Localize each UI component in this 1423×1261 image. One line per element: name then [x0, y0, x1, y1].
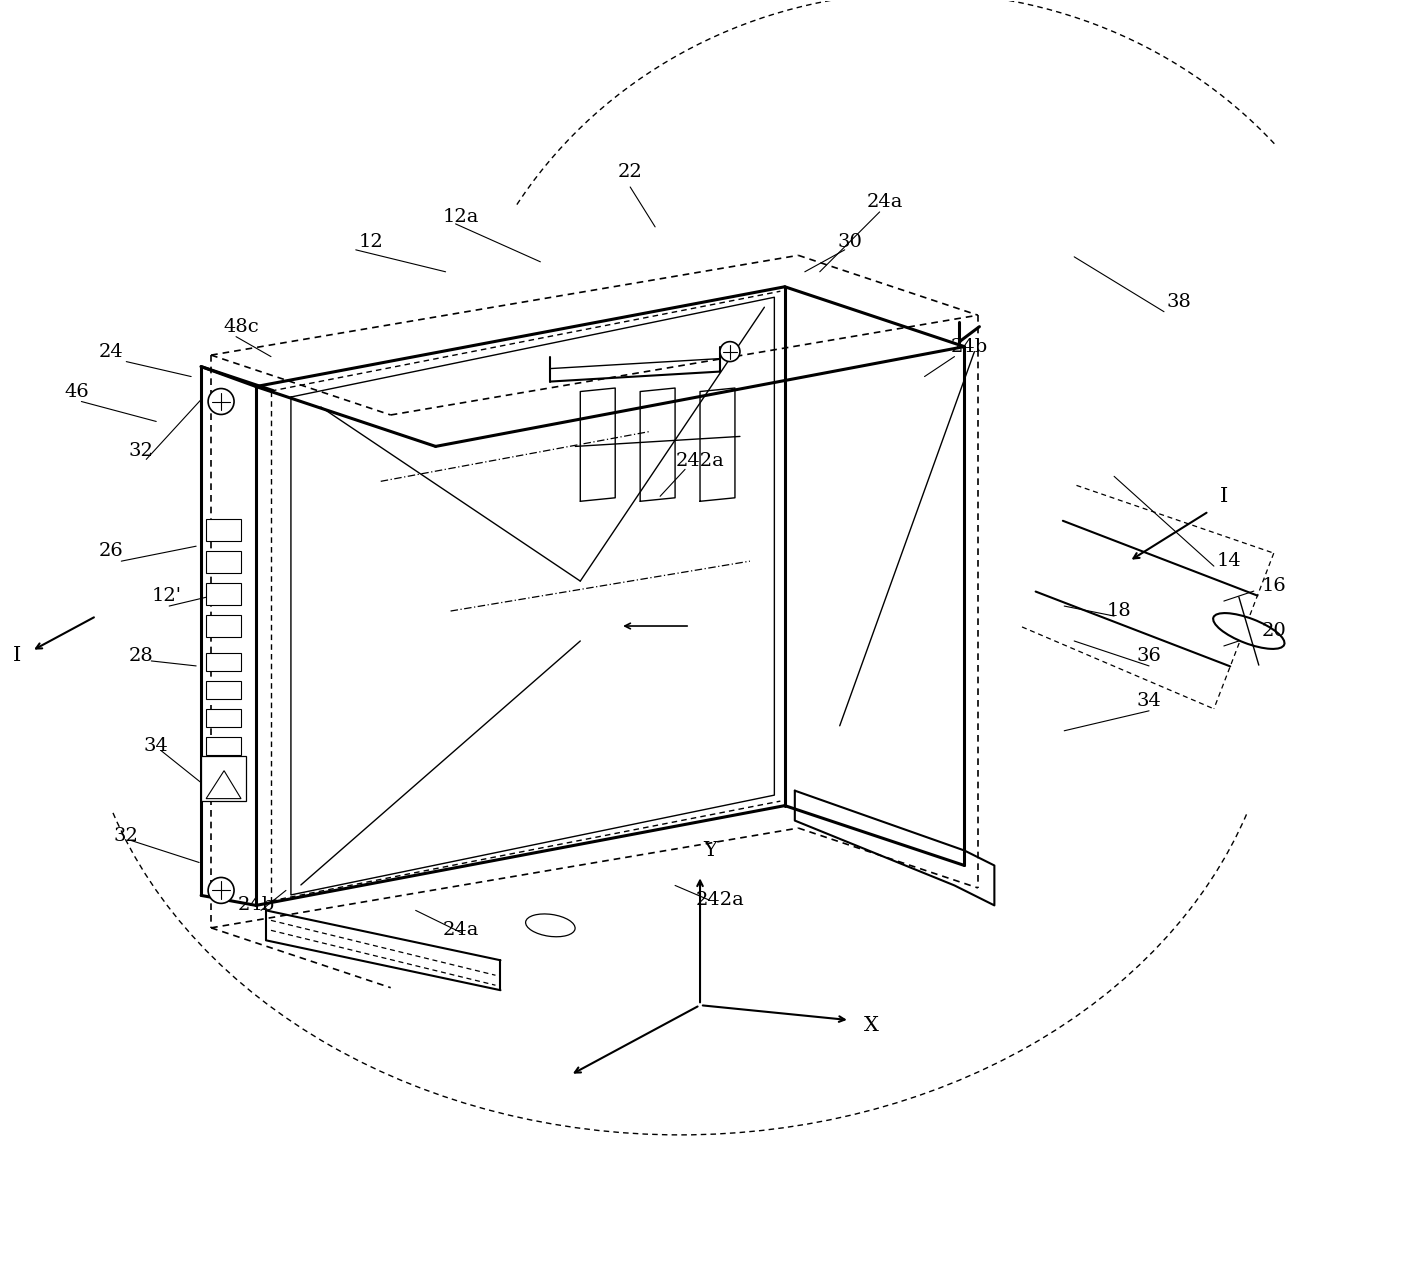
Circle shape	[208, 878, 233, 903]
Text: 24a: 24a	[867, 193, 902, 211]
Circle shape	[720, 342, 740, 362]
FancyBboxPatch shape	[206, 520, 240, 541]
Text: 14: 14	[1217, 552, 1241, 570]
FancyBboxPatch shape	[206, 583, 240, 605]
Text: 48c: 48c	[223, 318, 259, 335]
Text: 12': 12'	[151, 588, 181, 605]
Text: 38: 38	[1167, 293, 1191, 310]
FancyBboxPatch shape	[206, 709, 240, 726]
FancyBboxPatch shape	[206, 615, 240, 637]
FancyBboxPatch shape	[206, 653, 240, 671]
Text: 12: 12	[359, 233, 383, 251]
Text: 32: 32	[114, 826, 138, 845]
Text: 36: 36	[1137, 647, 1161, 665]
Text: 46: 46	[64, 382, 88, 401]
Text: 34: 34	[144, 736, 169, 755]
Text: 18: 18	[1107, 601, 1131, 620]
FancyBboxPatch shape	[206, 551, 240, 574]
FancyBboxPatch shape	[201, 755, 246, 801]
Text: I: I	[1220, 487, 1228, 506]
Text: 20: 20	[1261, 622, 1286, 641]
Text: 32: 32	[129, 443, 154, 460]
Text: 242a: 242a	[696, 892, 744, 909]
Ellipse shape	[525, 914, 575, 937]
Text: Y: Y	[703, 841, 717, 860]
FancyBboxPatch shape	[206, 736, 240, 755]
Text: X: X	[864, 1015, 879, 1034]
Text: 34: 34	[1137, 692, 1161, 710]
Text: 22: 22	[618, 163, 643, 182]
Text: 24b: 24b	[951, 338, 988, 356]
Text: 242a: 242a	[676, 453, 724, 470]
Text: 30: 30	[837, 233, 862, 251]
Polygon shape	[206, 770, 240, 798]
Ellipse shape	[1214, 613, 1285, 649]
Text: 12a: 12a	[443, 208, 478, 226]
Text: 28: 28	[129, 647, 154, 665]
Text: 24: 24	[100, 343, 124, 361]
Text: 24b: 24b	[238, 897, 275, 914]
Text: 16: 16	[1261, 578, 1286, 595]
FancyBboxPatch shape	[206, 681, 240, 699]
Text: 26: 26	[100, 542, 124, 560]
Circle shape	[208, 388, 233, 415]
Text: I: I	[13, 647, 21, 666]
Text: 24a: 24a	[443, 922, 478, 939]
